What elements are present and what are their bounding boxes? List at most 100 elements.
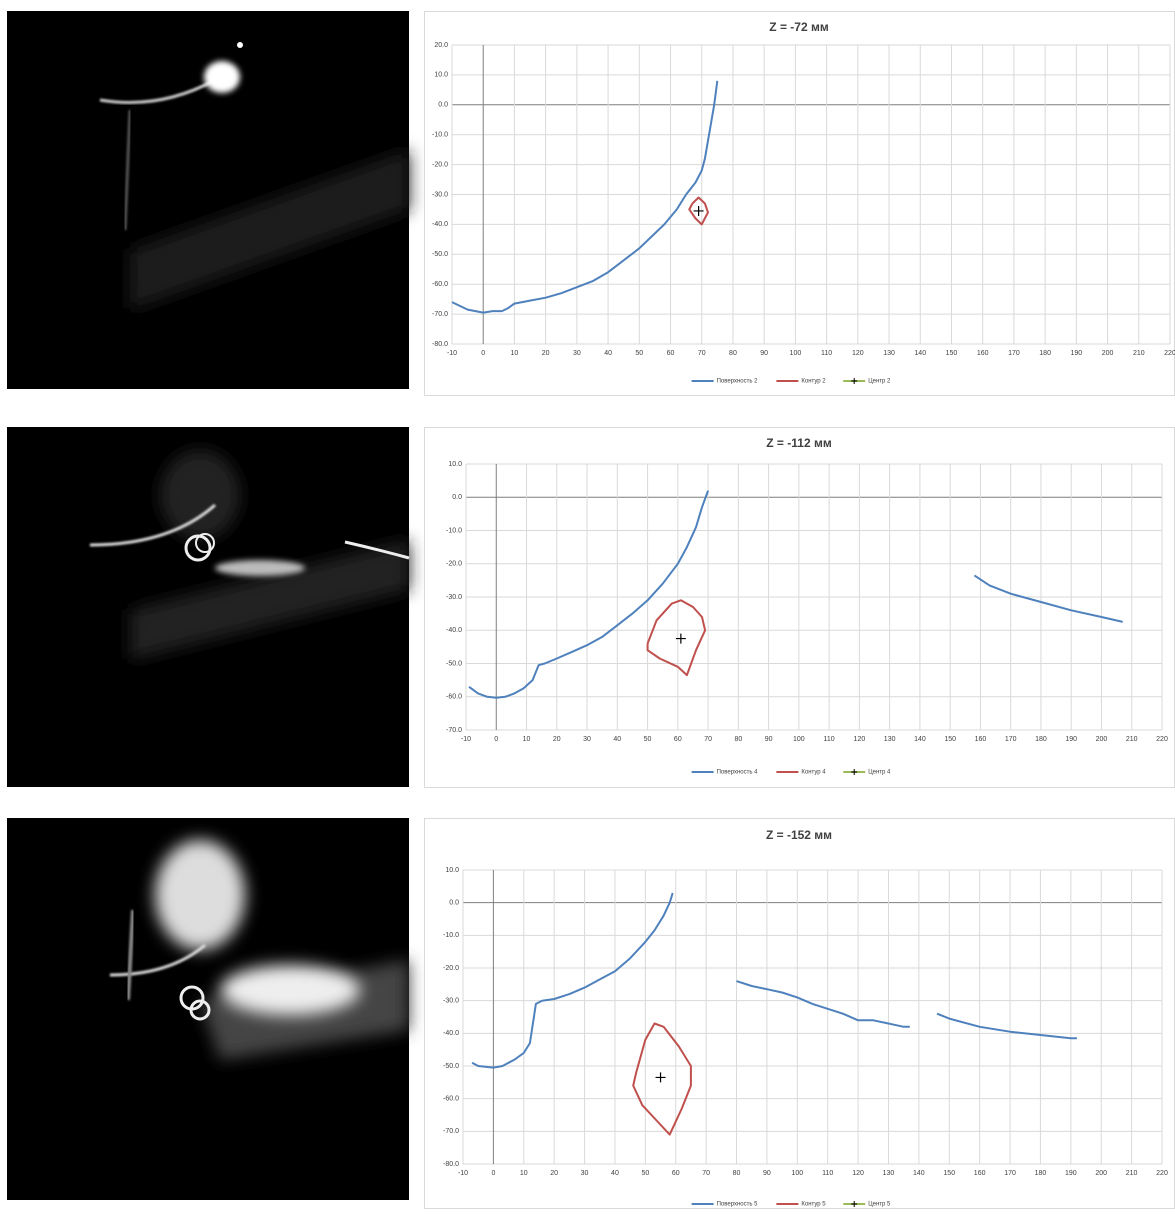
y-tick-label: -70.0 (432, 311, 448, 318)
x-tick-label: 120 (852, 1170, 864, 1177)
chart-frame (425, 12, 1175, 396)
x-tick-label: 40 (604, 350, 612, 357)
x-tick-label: 80 (729, 350, 737, 357)
x-tick-label: 10 (511, 350, 519, 357)
legend-label: Поверхность 2 (717, 379, 759, 385)
y-tick-label: -50.0 (432, 251, 448, 258)
x-tick-label: 170 (1004, 1170, 1016, 1177)
x-tick-label: 80 (734, 736, 742, 743)
x-tick-label: -10 (461, 736, 471, 743)
x-tick-label: 0 (491, 1170, 495, 1177)
canvas: Z = -72 мм 20.0 10.0 0.0 -10.0 -20.0 -30.0 -40.… (0, 0, 1175, 1209)
x-tick-label: 90 (763, 1170, 771, 1177)
y-tick-label: 10.0 (448, 461, 462, 468)
y-tick-label: -70.0 (443, 1128, 459, 1135)
x-tick-label: 160 (974, 1170, 986, 1177)
chart-title: Z = -72 мм (769, 20, 829, 34)
y-tick-label: -50.0 (443, 1063, 459, 1070)
legend-label: Контур 5 (801, 1202, 826, 1208)
x-tick-label: 150 (943, 1170, 955, 1177)
y-tick-label: -10.0 (443, 932, 459, 939)
x-tick-label: 190 (1065, 1170, 1077, 1177)
legend-label: Центр 2 (868, 379, 891, 385)
x-tick-label: 10 (523, 736, 531, 743)
page: Z = -72 мм 20.0 10.0 0.0 -10.0 -20.0 -30.0 -40.… (0, 0, 1175, 1214)
x-tick-label: 160 (975, 736, 987, 743)
x-tick-label: 130 (883, 1170, 895, 1177)
x-tick-label: 210 (1133, 350, 1145, 357)
x-tick-label: 160 (977, 350, 989, 357)
x-tick-label: 50 (644, 736, 652, 743)
y-tick-label: -60.0 (443, 1096, 459, 1103)
x-tick-label: 90 (765, 736, 773, 743)
x-tick-label: 10 (520, 1170, 528, 1177)
x-tick-label: -10 (447, 350, 457, 357)
chart: Z = -72 мм20.010.00.0-10.0-20.0-30.0-40.… (425, 12, 1175, 396)
x-tick-label: 20 (542, 350, 550, 357)
y-tick-label: -40.0 (443, 1030, 459, 1037)
chart-frame (425, 819, 1175, 1209)
legend-label: Поверхность 5 (717, 1202, 759, 1208)
y-tick-label: -20.0 (446, 561, 462, 568)
x-tick-label: 40 (613, 736, 621, 743)
y-tick-label: 20.0 (434, 42, 448, 49)
legend-label: Центр 5 (868, 1202, 891, 1208)
x-tick-label: 140 (914, 350, 926, 357)
x-tick-label: 210 (1126, 736, 1138, 743)
x-tick-label: 100 (790, 350, 802, 357)
x-tick-label: 140 (913, 1170, 925, 1177)
chart-title: Z = -112 мм (766, 436, 832, 450)
x-tick-label: 130 (883, 350, 895, 357)
x-tick-label: 190 (1065, 736, 1077, 743)
x-tick-label: 120 (854, 736, 866, 743)
y-tick-label: -70.0 (446, 727, 462, 734)
x-tick-label: 200 (1095, 1170, 1107, 1177)
y-tick-label: -80.0 (443, 1161, 459, 1168)
x-tick-label: 70 (704, 736, 712, 743)
x-tick-label: 170 (1008, 350, 1020, 357)
x-tick-label: 170 (1005, 736, 1017, 743)
legend-label: Центр 4 (868, 770, 891, 776)
chart: Z = -112 мм10.00.0-10.0-20.0-30.0-40.0-5… (425, 428, 1175, 788)
x-tick-label: 140 (914, 736, 926, 743)
x-tick-label: 20 (550, 1170, 558, 1177)
y-tick-label: -10.0 (446, 527, 462, 534)
photo (7, 11, 409, 389)
y-tick-label: -30.0 (446, 594, 462, 601)
x-tick-label: 150 (944, 736, 956, 743)
x-tick-label: 110 (824, 736, 835, 743)
y-tick-label: -40.0 (446, 627, 462, 634)
legend-label: Контур 4 (801, 770, 826, 776)
x-tick-label: 180 (1035, 736, 1047, 743)
legend-label: Поверхность 4 (717, 770, 759, 776)
x-tick-label: 30 (573, 350, 581, 357)
x-tick-label: 60 (672, 1170, 680, 1177)
x-tick-label: 0 (481, 350, 485, 357)
x-tick-label: 110 (822, 1170, 833, 1177)
x-tick-label: 0 (494, 736, 498, 743)
y-tick-label: 0.0 (449, 900, 459, 907)
x-tick-label: 220 (1156, 736, 1168, 743)
x-tick-label: 70 (702, 1170, 710, 1177)
x-tick-label: 60 (674, 736, 682, 743)
y-tick-label: -60.0 (446, 694, 462, 701)
y-tick-label: -40.0 (432, 221, 448, 228)
x-tick-label: 190 (1071, 350, 1083, 357)
x-tick-label: 110 (821, 350, 832, 357)
y-tick-label: -80.0 (432, 341, 448, 348)
x-tick-label: 40 (611, 1170, 619, 1177)
chart: Z = -152 мм10.00.0-10.0-20.0-30.0-40.0-5… (425, 819, 1175, 1209)
x-tick-label: 80 (733, 1170, 741, 1177)
y-tick-label: 10.0 (445, 867, 459, 874)
y-tick-label: 0.0 (452, 494, 462, 501)
photo (7, 818, 409, 1200)
x-tick-label: 220 (1164, 350, 1175, 357)
x-tick-label: 50 (635, 350, 643, 357)
x-tick-label: 180 (1035, 1170, 1047, 1177)
x-tick-label: 50 (641, 1170, 649, 1177)
y-tick-label: -20.0 (443, 965, 459, 972)
x-tick-label: 130 (884, 736, 896, 743)
x-tick-label: 180 (1039, 350, 1051, 357)
legend-label: Контур 2 (801, 379, 826, 385)
x-tick-label: 120 (852, 350, 864, 357)
